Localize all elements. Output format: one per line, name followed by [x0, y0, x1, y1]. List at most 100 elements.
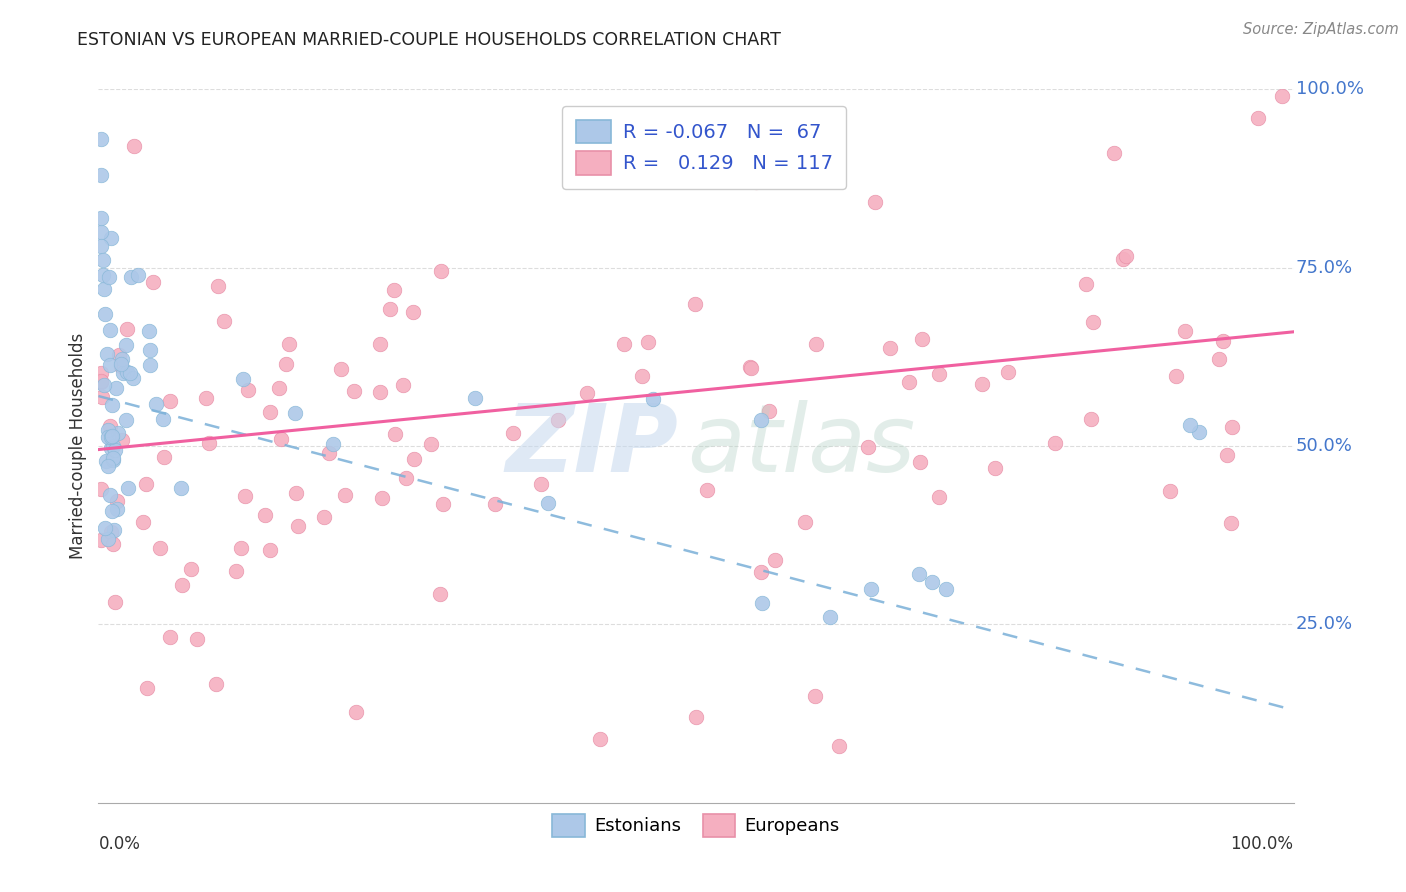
Point	[464, 391, 486, 405]
Text: atlas: atlas	[688, 401, 915, 491]
Point	[135, 477, 157, 491]
Point	[122, 371, 145, 385]
Point	[232, 372, 254, 386]
Point	[107, 426, 129, 441]
Point	[90, 390, 112, 404]
Point	[138, 324, 160, 338]
Point	[432, 498, 454, 512]
Point	[170, 578, 193, 592]
Text: ZIP: ZIP	[505, 400, 678, 492]
Point	[696, 483, 718, 498]
Point	[738, 359, 761, 374]
Point	[749, 412, 772, 426]
Point	[101, 537, 124, 551]
Point	[93, 268, 115, 282]
Point	[98, 323, 121, 337]
Point	[145, 396, 167, 410]
Point	[828, 739, 851, 753]
Point	[105, 493, 128, 508]
Point	[97, 430, 120, 444]
Point	[90, 482, 112, 496]
Point	[277, 337, 299, 351]
Point	[740, 361, 762, 376]
Point	[205, 677, 228, 691]
Point	[343, 384, 366, 398]
Point	[908, 567, 931, 582]
Point	[1081, 314, 1104, 328]
Point	[111, 434, 134, 448]
Point	[1178, 418, 1201, 433]
Point	[186, 632, 208, 647]
Point	[637, 335, 659, 350]
Point	[139, 343, 162, 357]
Point	[98, 419, 121, 434]
Point	[484, 497, 506, 511]
Point	[1211, 334, 1233, 348]
Text: 100.0%: 100.0%	[1230, 835, 1294, 853]
Point	[683, 297, 706, 311]
Point	[104, 595, 127, 609]
Point	[928, 490, 950, 504]
Point	[212, 314, 235, 328]
Point	[229, 541, 252, 555]
Text: ESTONIAN VS EUROPEAN MARRIED-COUPLE HOUSEHOLDS CORRELATION CHART: ESTONIAN VS EUROPEAN MARRIED-COUPLE HOUS…	[77, 31, 782, 49]
Point	[207, 278, 229, 293]
Point	[312, 510, 335, 524]
Point	[198, 436, 221, 450]
Point	[111, 352, 134, 367]
Point	[1216, 449, 1239, 463]
Point	[111, 366, 134, 380]
Point	[100, 441, 122, 455]
Point	[1043, 436, 1066, 450]
Point	[90, 533, 112, 548]
Point	[270, 432, 292, 446]
Point	[139, 358, 162, 372]
Point	[429, 587, 451, 601]
Point	[117, 481, 139, 495]
Y-axis label: Married-couple Households: Married-couple Households	[69, 333, 87, 559]
Point	[100, 488, 122, 502]
Point	[152, 412, 174, 426]
Point	[368, 337, 391, 351]
Point	[94, 306, 117, 320]
Point	[259, 542, 281, 557]
Point	[104, 443, 127, 458]
Point	[673, 142, 696, 156]
Point	[180, 562, 202, 576]
Point	[547, 412, 569, 426]
Point	[225, 564, 247, 578]
Point	[115, 338, 138, 352]
Text: 0.0%: 0.0%	[98, 835, 141, 853]
Point	[96, 347, 118, 361]
Point	[142, 275, 165, 289]
Point	[804, 689, 827, 703]
Point	[153, 450, 176, 464]
Point	[100, 525, 122, 540]
Point	[631, 369, 654, 384]
Point	[90, 239, 112, 253]
Point	[124, 139, 146, 153]
Point	[804, 336, 827, 351]
Point	[395, 471, 418, 485]
Point	[98, 358, 121, 372]
Point	[997, 365, 1019, 379]
Point	[330, 361, 353, 376]
Point	[90, 374, 112, 388]
Point	[253, 508, 276, 522]
Point	[104, 381, 127, 395]
Point	[858, 440, 880, 454]
Point	[267, 381, 290, 395]
Point	[101, 504, 124, 518]
Point	[745, 175, 768, 189]
Point	[589, 731, 612, 746]
Point	[420, 437, 443, 451]
Point	[103, 453, 125, 467]
Point	[93, 282, 115, 296]
Point	[114, 413, 136, 427]
Point	[103, 451, 125, 466]
Point	[132, 515, 155, 529]
Point	[763, 552, 786, 566]
Point	[384, 426, 406, 441]
Point	[159, 393, 181, 408]
Point	[1220, 420, 1243, 434]
